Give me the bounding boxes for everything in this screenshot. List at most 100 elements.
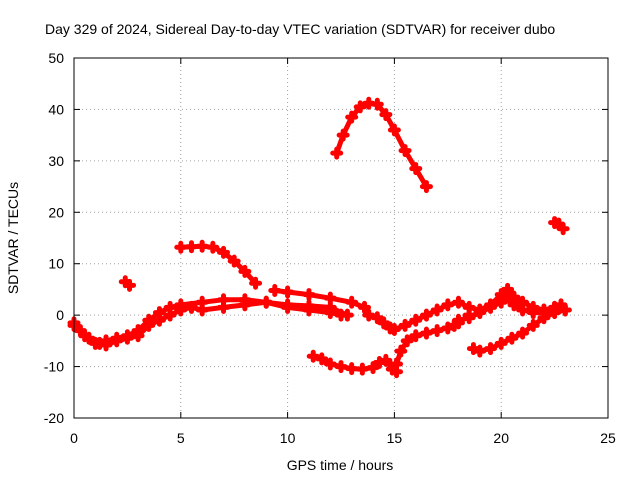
data-point [494,336,508,350]
data-point [473,344,487,358]
data-point [195,239,209,253]
data-point [184,300,198,314]
data-point [370,97,384,111]
data-point [174,303,188,317]
x-tick-label: 5 [177,430,185,446]
data-point [409,313,423,327]
data-point [345,295,359,309]
series-arc-7 [306,349,404,379]
data-point [163,308,177,322]
data-point [548,306,562,320]
data-series [67,96,572,379]
series-arc-5 [268,283,371,314]
y-tick-label: 40 [48,101,64,117]
x-tick-label: 0 [70,430,78,446]
data-point [419,308,433,322]
data-point [345,110,359,124]
data-point [142,318,156,332]
data-point [302,288,316,302]
data-point [306,349,320,363]
series-arc-6 [330,96,433,194]
series-arc-3 [118,275,137,292]
data-point [451,295,465,309]
plot-frame [73,57,609,419]
data-point [131,329,145,343]
data-point [238,264,252,278]
data-point [345,362,359,376]
data-point [120,331,134,345]
grid [74,58,608,418]
y-tick-label: 20 [48,204,64,220]
series-arc-9 [390,308,476,371]
y-tick-label: -20 [44,410,64,426]
data-point [398,318,412,332]
data-point [516,326,530,340]
chart-title: Day 329 of 2024, Sidereal Day-to-day VTE… [45,21,555,37]
data-point [315,352,329,366]
data-point [430,303,444,317]
data-point [323,306,337,320]
data-point [366,361,380,375]
data-point [217,300,231,314]
data-point [206,240,220,254]
y-tick-label: 10 [48,256,64,272]
data-point [281,300,295,314]
data-point [259,295,273,309]
data-point [370,311,384,325]
data-point [558,303,572,317]
data-point [462,311,476,325]
y-ticks: -20 -10 0 10 20 30 40 50 [44,50,608,426]
data-point [419,180,433,194]
data-point [484,342,498,356]
data-point [441,298,455,312]
data-point [362,308,376,322]
data-point [357,300,371,314]
data-point [152,313,166,327]
series-line [470,307,568,354]
data-point [390,357,404,371]
data-point [355,362,369,376]
y-tick-label: 30 [48,153,64,169]
data-point [556,222,570,236]
data-point [507,298,521,312]
data-point [394,344,408,358]
data-point [451,313,465,327]
data-point [334,360,348,374]
data-point [174,240,188,254]
x-tick-label: 25 [600,430,616,446]
data-point [379,353,393,367]
data-point [377,316,391,330]
data-point [398,144,412,158]
series-arc-11 [466,303,572,358]
data-point [494,295,508,309]
x-tick-label: 20 [493,430,509,446]
data-point [353,100,367,114]
data-point [99,338,113,352]
data-point [526,318,540,332]
x-tick-label: 15 [387,430,403,446]
data-point [336,128,350,142]
data-point [516,303,530,317]
data-point [88,336,102,350]
data-point [379,108,393,122]
data-point [400,334,414,348]
data-point [281,285,295,299]
x-tick-label: 10 [280,430,296,446]
data-point [184,240,198,254]
data-point [430,324,444,338]
y-axis-label: SDTVAR / TECUs [5,182,21,294]
data-point [323,291,337,305]
data-point [484,300,498,314]
data-point [330,146,344,160]
data-point [409,329,423,343]
data-point [526,306,540,320]
series-arc-4 [174,239,263,290]
data-point [537,311,551,325]
data-point [334,308,348,322]
data-point [302,303,316,317]
y-tick-label: 0 [56,307,64,323]
data-point [110,334,124,348]
data-point [217,245,231,259]
y-tick-label: -10 [44,359,64,375]
